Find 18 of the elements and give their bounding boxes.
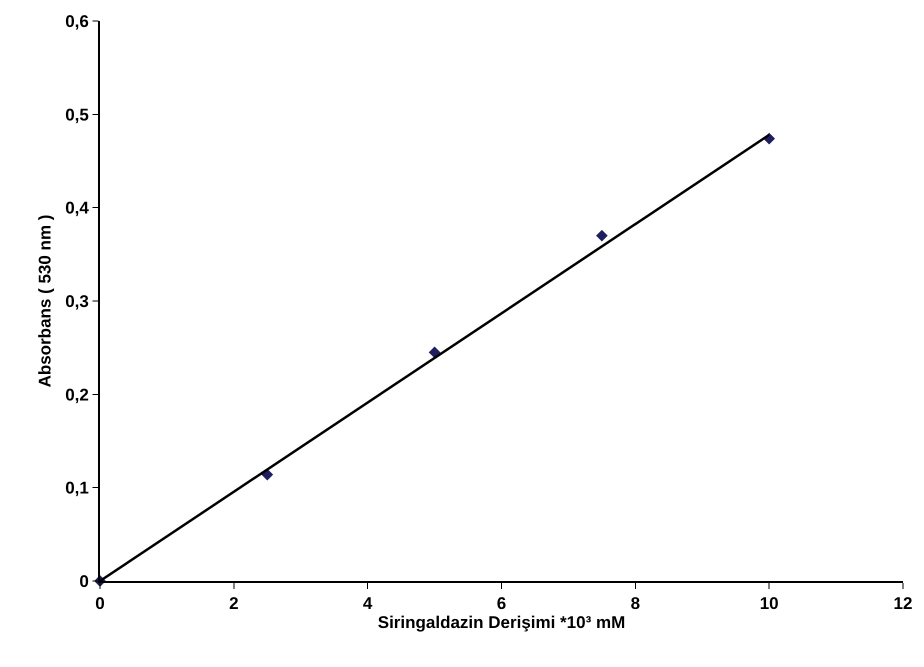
point <box>596 230 608 242</box>
x-tick-label: 2 <box>229 594 239 614</box>
x-tick-label: 6 <box>496 594 506 614</box>
x-axis-title: Siringaldazin Derişimi *10³ mM <box>378 613 626 632</box>
point <box>428 346 440 358</box>
x-tick-label: 10 <box>760 594 779 614</box>
y-tick-label: 0,3 <box>65 292 89 311</box>
y-tick-label: 0,1 <box>65 478 89 498</box>
y-tick-label: 0,2 <box>65 385 89 404</box>
y-axis-title: Absorbans ( 530 nm ) <box>35 214 54 388</box>
x-tick-label: 8 <box>630 594 640 614</box>
x-tick-label: 4 <box>362 594 373 614</box>
y-tick-label: 0,5 <box>65 105 89 124</box>
y-tick-label: 0,4 <box>65 198 90 218</box>
x-tick-label: 12 <box>894 594 912 614</box>
y-tick-label: 0,6 <box>65 12 89 31</box>
y-tick-label: 0 <box>79 572 89 591</box>
x-tick-label: 0 <box>95 594 105 614</box>
